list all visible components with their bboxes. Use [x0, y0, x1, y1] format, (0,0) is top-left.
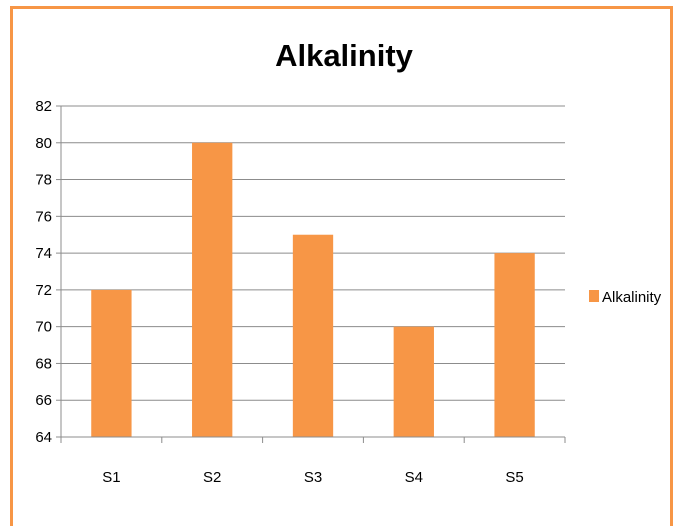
x-tick-label: S4 — [405, 469, 423, 486]
bar-s4 — [393, 326, 434, 437]
y-tick-label: 70 — [35, 319, 52, 336]
y-tick-label: 82 — [35, 98, 52, 115]
x-tick-label: S3 — [304, 469, 322, 486]
chart-title: Alkalinity — [275, 38, 414, 73]
legend: Alkalinity — [589, 289, 662, 306]
bar-s1 — [91, 289, 132, 437]
y-axis-ticks: 64 66 68 70 72 74 76 78 80 82 — [35, 98, 61, 446]
bar-s5 — [494, 253, 535, 437]
x-tick-label: S1 — [102, 469, 120, 486]
y-tick-label: 66 — [35, 392, 52, 409]
bar-s2 — [192, 142, 233, 437]
y-tick-label: 64 — [35, 429, 52, 446]
chart-frame — [10, 6, 673, 526]
legend-label: Alkalinity — [602, 289, 662, 306]
x-axis-ticks: S1 S2 S3 S4 S5 — [60, 437, 566, 486]
y-tick-label: 72 — [35, 282, 52, 299]
y-tick-label: 80 — [35, 135, 52, 152]
y-tick-label: 78 — [35, 172, 52, 189]
y-tick-label: 74 — [35, 245, 52, 262]
bars — [91, 142, 535, 437]
y-tick-label: 68 — [35, 355, 52, 372]
x-tick-label: S2 — [203, 469, 221, 486]
y-tick-label: 76 — [35, 208, 52, 225]
x-tick-label: S5 — [505, 469, 523, 486]
bar-s3 — [292, 234, 334, 437]
legend-swatch — [589, 290, 599, 302]
axes — [60, 106, 565, 438]
alkalinity-bar-chart: Alkalinity 64 66 68 70 72 74 76 78 80 82 S1 S2 S3 S4… — [35, 38, 662, 486]
